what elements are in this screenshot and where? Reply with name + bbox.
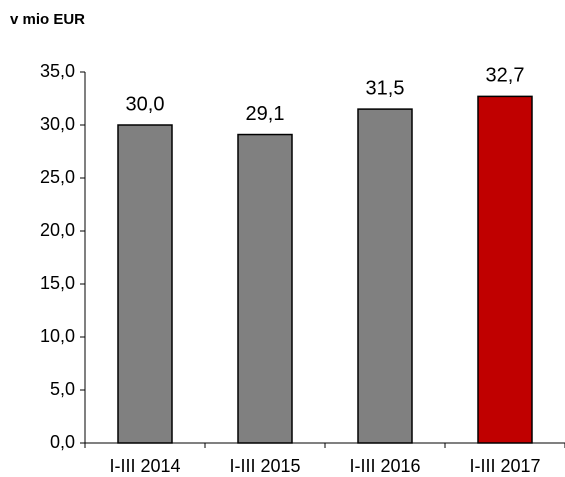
y-tick-label: 15,0 — [40, 273, 75, 293]
y-tick-label: 30,0 — [40, 114, 75, 134]
data-label: 32,7 — [486, 65, 525, 87]
y-tick-label: 0,0 — [50, 432, 75, 452]
y-axis-title: v mio EUR — [10, 11, 85, 28]
bar — [477, 95, 533, 444]
data-label: 30,0 — [126, 93, 165, 115]
y-tick-label: 10,0 — [40, 326, 75, 346]
bar — [117, 124, 173, 444]
bar — [357, 108, 413, 444]
x-tick-label: I-III 2014 — [109, 456, 180, 476]
x-tick-label: I-III 2017 — [469, 456, 540, 476]
y-tick-label: 25,0 — [40, 167, 75, 187]
data-label: 29,1 — [246, 103, 285, 125]
bar — [237, 133, 293, 444]
y-tick-label: 20,0 — [40, 220, 75, 240]
y-tick-label: 35,0 — [40, 61, 75, 81]
x-tick-label: I-III 2015 — [229, 456, 300, 476]
x-tick-label: I-III 2016 — [349, 456, 420, 476]
y-tick-label: 5,0 — [50, 379, 75, 399]
data-label: 31,5 — [366, 77, 405, 99]
